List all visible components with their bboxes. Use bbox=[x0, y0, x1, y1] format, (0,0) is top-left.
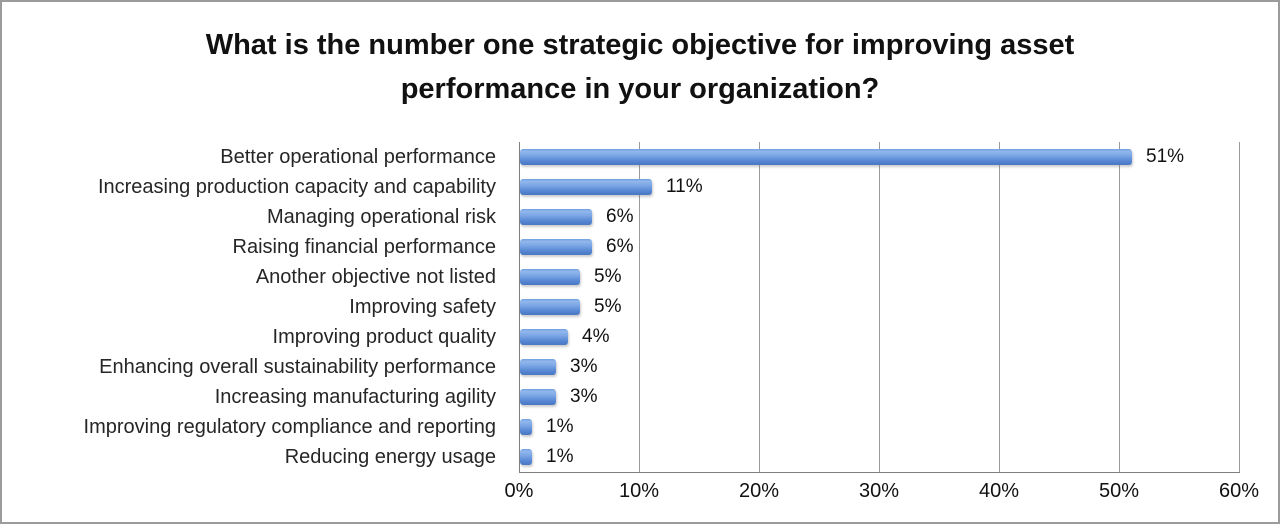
bar bbox=[520, 449, 532, 465]
bar bbox=[520, 179, 652, 195]
bar bbox=[520, 329, 568, 345]
value-label: 3% bbox=[570, 356, 598, 377]
category-label: Another objective not listed bbox=[255, 266, 496, 288]
value-label: 4% bbox=[582, 326, 610, 347]
chart-title-line-2: performance in your organization? bbox=[400, 73, 880, 105]
bar bbox=[520, 299, 580, 315]
category-label: Increasing production capacity and capab… bbox=[97, 176, 496, 198]
value-label: 11% bbox=[666, 176, 703, 197]
gridline bbox=[639, 142, 640, 472]
chart-title-line-1: What is the number one strategic objecti… bbox=[205, 29, 1075, 61]
value-label: 5% bbox=[594, 266, 622, 287]
value-label: 3% bbox=[570, 386, 598, 407]
x-tick-label: 60% bbox=[1218, 480, 1260, 502]
category-label: Improving regulatory compliance and repo… bbox=[83, 416, 496, 438]
category-label: Reducing energy usage bbox=[284, 446, 496, 468]
value-label: 6% bbox=[606, 206, 634, 227]
bar bbox=[520, 359, 556, 375]
x-tick-label: 30% bbox=[858, 480, 900, 502]
chart-title: What is the number one strategic objecti… bbox=[2, 23, 1278, 111]
x-tick-label: 40% bbox=[978, 480, 1020, 502]
value-label: 5% bbox=[594, 296, 622, 317]
x-tick-label: 50% bbox=[1098, 480, 1140, 502]
x-tick-label: 20% bbox=[738, 480, 780, 502]
gridline bbox=[1119, 142, 1120, 472]
value-label: 6% bbox=[606, 236, 634, 257]
bar bbox=[520, 149, 1132, 165]
category-label: Improving safety bbox=[349, 296, 496, 318]
category-label: Increasing manufacturing agility bbox=[214, 386, 496, 408]
x-tick-label: 0% bbox=[504, 480, 534, 502]
gridline bbox=[879, 142, 880, 472]
y-axis-line bbox=[519, 142, 520, 472]
bar bbox=[520, 389, 556, 405]
gridline bbox=[759, 142, 760, 472]
bar bbox=[520, 269, 580, 285]
x-axis-line bbox=[519, 472, 1240, 473]
category-label: Better operational performance bbox=[220, 146, 496, 168]
value-label: 1% bbox=[546, 416, 574, 437]
category-label: Raising financial performance bbox=[232, 236, 496, 258]
gridline bbox=[1239, 142, 1240, 472]
gridline bbox=[999, 142, 1000, 472]
value-label: 1% bbox=[546, 446, 574, 467]
category-label: Managing operational risk bbox=[266, 206, 496, 228]
x-tick-label: 10% bbox=[618, 480, 660, 502]
bar bbox=[520, 209, 592, 225]
value-label: 51% bbox=[1146, 146, 1185, 167]
category-label: Enhancing overall sustainability perform… bbox=[99, 356, 496, 378]
category-label: Improving product quality bbox=[272, 326, 496, 348]
bar bbox=[520, 239, 592, 255]
bar bbox=[520, 419, 532, 435]
